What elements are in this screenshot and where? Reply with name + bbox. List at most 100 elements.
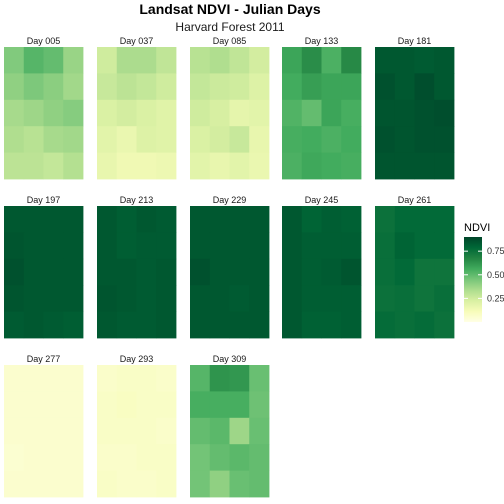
- heatmap-cell: [156, 126, 177, 153]
- heatmap-cell: [394, 311, 415, 339]
- facet-label: Day 293: [120, 354, 154, 364]
- heatmap-cell: [414, 47, 435, 74]
- heatmap-cell: [23, 365, 44, 392]
- heatmap-cell: [156, 365, 177, 392]
- heatmap-cell: [190, 232, 211, 260]
- heatmap-cell: [116, 285, 137, 312]
- heatmap-cell: [97, 444, 118, 471]
- heatmap-cell: [249, 365, 270, 392]
- heatmap-cell: [116, 152, 137, 180]
- heatmap-cell: [229, 391, 250, 419]
- heatmap-cell: [414, 73, 435, 101]
- heatmap-cell: [282, 99, 303, 127]
- heatmap-cell: [97, 232, 118, 260]
- heatmap-cell: [190, 47, 211, 74]
- heatmap-cell: [116, 232, 137, 260]
- heatmap-cell: [321, 258, 342, 286]
- heatmap-cell: [414, 311, 435, 339]
- heatmap-cell: [282, 47, 303, 74]
- heatmap-cell: [136, 311, 157, 339]
- heatmap-cell: [394, 258, 415, 286]
- heatmap-cell: [23, 258, 44, 286]
- heatmap-cell: [209, 152, 230, 180]
- heatmap-cell: [394, 73, 415, 101]
- heatmap-cell: [63, 470, 84, 498]
- facet-panel: Day 229: [190, 195, 270, 339]
- heatmap-cell: [375, 311, 396, 339]
- heatmap-cell: [23, 99, 44, 127]
- facet-label: Day 085: [213, 36, 247, 46]
- heatmap-cell: [116, 99, 137, 127]
- facet-label: Day 005: [27, 36, 61, 46]
- heatmap-cell: [63, 444, 84, 471]
- facet-panel: Day 197: [4, 195, 84, 339]
- heatmap-cell: [156, 206, 177, 233]
- heatmap-cell: [229, 73, 250, 101]
- heatmap-cell: [282, 152, 303, 180]
- heatmap-cell: [97, 365, 118, 392]
- heatmap-cell: [301, 258, 322, 286]
- heatmap-cell: [414, 232, 435, 260]
- facet-label: Day 229: [213, 195, 247, 205]
- heatmap-cell: [43, 285, 64, 312]
- facet-panel: Day 085: [190, 36, 270, 180]
- legend-title: NDVI: [464, 222, 490, 234]
- facet-panel: Day 037: [97, 36, 177, 180]
- heatmap-cell: [23, 285, 44, 312]
- heatmap-cell: [434, 73, 455, 101]
- heatmap-cell: [249, 444, 270, 471]
- heatmap-cell: [229, 47, 250, 74]
- heatmap-cell: [375, 47, 396, 74]
- heatmap-cell: [394, 232, 415, 260]
- heatmap-cell: [136, 99, 157, 127]
- facet-panel: Day 293: [97, 354, 177, 498]
- heatmap-cell: [156, 417, 177, 445]
- heatmap-cell: [209, 417, 230, 445]
- facet-panel: Day 309: [190, 354, 270, 498]
- heatmap-cell: [63, 126, 84, 153]
- facet-panel: Day 181: [375, 36, 455, 180]
- heatmap-cell: [282, 285, 303, 312]
- facet-label: Day 245: [305, 195, 339, 205]
- heatmap-cell: [190, 126, 211, 153]
- heatmap-cell: [394, 99, 415, 127]
- heatmap-cell: [136, 444, 157, 471]
- heatmap-cell: [394, 285, 415, 312]
- facet-panel: Day 261: [375, 195, 455, 339]
- heatmap-cell: [209, 99, 230, 127]
- facet-panel: Day 277: [4, 354, 84, 498]
- heatmap-cell: [229, 365, 250, 392]
- heatmap-cell: [156, 152, 177, 180]
- heatmap-cell: [282, 232, 303, 260]
- facet-label: Day 133: [305, 36, 339, 46]
- heatmap-cell: [136, 391, 157, 419]
- heatmap-cell: [209, 73, 230, 101]
- heatmap-cell: [43, 206, 64, 233]
- heatmap-cell: [394, 47, 415, 74]
- heatmap-cell: [434, 99, 455, 127]
- heatmap-cell: [249, 258, 270, 286]
- heatmap-cell: [341, 126, 362, 153]
- heatmap-cell: [434, 232, 455, 260]
- heatmap-cell: [23, 152, 44, 180]
- heatmap-cell: [229, 232, 250, 260]
- facet-label: Day 277: [27, 354, 61, 364]
- heatmap-cell: [341, 232, 362, 260]
- heatmap-cell: [282, 206, 303, 233]
- heatmap-cell: [249, 311, 270, 339]
- heatmap-cell: [4, 365, 25, 392]
- heatmap-cell: [43, 258, 64, 286]
- heatmap-cell: [97, 152, 118, 180]
- heatmap-cell: [321, 99, 342, 127]
- heatmap-cell: [341, 152, 362, 180]
- heatmap-cell: [229, 152, 250, 180]
- facet-label: Day 213: [120, 195, 154, 205]
- heatmap-cell: [209, 365, 230, 392]
- chart-subtitle: Harvard Forest 2011: [175, 20, 284, 34]
- heatmap-cell: [321, 285, 342, 312]
- heatmap-cell: [136, 258, 157, 286]
- heatmap-cell: [394, 126, 415, 153]
- heatmap-cell: [414, 206, 435, 233]
- heatmap-cell: [4, 391, 25, 419]
- heatmap-cell: [190, 470, 211, 498]
